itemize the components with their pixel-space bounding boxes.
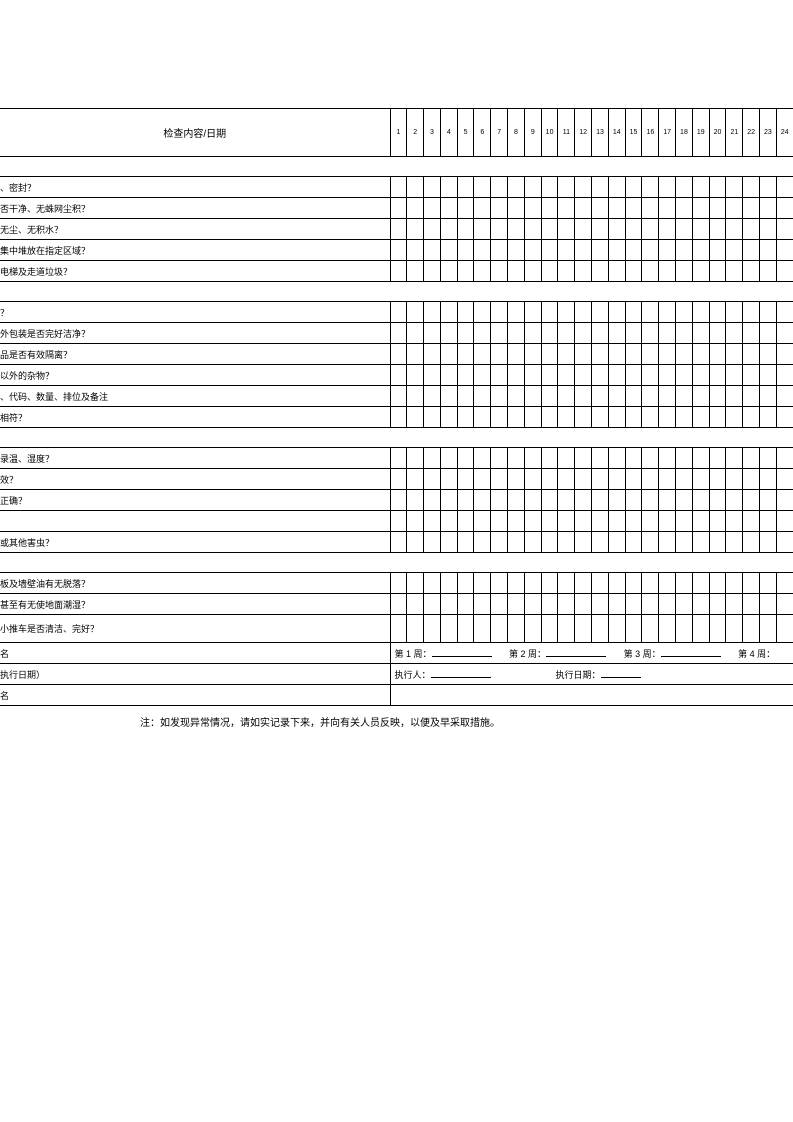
table-row: 效？ [0, 469, 793, 490]
signature-weeks: 第 1 周： 第 2 周： 第 3 周： 第 4 周： [390, 643, 793, 664]
table-row [0, 511, 793, 532]
item-label: 甚至有无使地面潮湿？ [0, 594, 390, 615]
executor-cell: 执行人： 执行日期： [390, 664, 793, 685]
item-label: 以外的杂物？ [0, 365, 390, 386]
item-label [0, 511, 390, 532]
item-label: 、密封？ [0, 177, 390, 198]
day-header: 17 [659, 109, 676, 157]
day-header: 24 [776, 109, 793, 157]
table-row: 否干净、无蛛网尘积？ [0, 198, 793, 219]
day-header: 12 [575, 109, 592, 157]
week-2-label: 第 2 周： [509, 649, 546, 659]
day-header: 8 [508, 109, 525, 157]
day-header: 11 [558, 109, 575, 157]
table-row: ？ [0, 302, 793, 323]
item-label: 否干净、无蛛网尘积？ [0, 198, 390, 219]
signature-label: 执行日期） [0, 664, 390, 685]
day-header: 2 [407, 109, 424, 157]
signature-label: 名 [0, 685, 390, 706]
table-row: 外包装是否完好洁净？ [0, 323, 793, 344]
table-row: 板及墙壁油有无脱落？ [0, 573, 793, 594]
section-gap [0, 553, 793, 573]
day-header: 3 [424, 109, 441, 157]
day-header: 14 [608, 109, 625, 157]
day-header: 13 [592, 109, 609, 157]
day-header: 1 [390, 109, 407, 157]
empty-signature [390, 685, 793, 706]
table-row: 品是否有效隔离？ [0, 344, 793, 365]
section-gap [0, 282, 793, 302]
item-label: 录温、湿度？ [0, 448, 390, 469]
signature-row-3: 名 [0, 685, 793, 706]
section-gap [0, 428, 793, 448]
signature-label: 名 [0, 643, 390, 664]
day-header: 18 [676, 109, 693, 157]
table-row: 小推车是否清洁、完好？ [0, 615, 793, 643]
signature-row-2: 执行日期） 执行人： 执行日期： [0, 664, 793, 685]
day-header: 5 [457, 109, 474, 157]
table-row: 或其他害虫？ [0, 532, 793, 553]
day-header: 7 [491, 109, 508, 157]
inspection-table: 检查内容/日期 1 2 3 4 5 6 7 8 9 10 11 12 13 14… [0, 108, 793, 706]
day-header: 6 [474, 109, 491, 157]
day-header: 9 [524, 109, 541, 157]
item-label: 电梯及走道垃圾？ [0, 261, 390, 282]
week-3-label: 第 3 周： [624, 649, 661, 659]
item-label: 、代码、数量、排位及备注 [0, 386, 390, 407]
item-label: 集中堆放在指定区域？ [0, 240, 390, 261]
item-label: 品是否有效隔离？ [0, 344, 390, 365]
execute-date-label: 执行日期： [556, 670, 601, 680]
table-row: 正确？ [0, 490, 793, 511]
table-row: 、密封？ [0, 177, 793, 198]
week-1-label: 第 1 周： [395, 649, 432, 659]
table-row: 集中堆放在指定区域？ [0, 240, 793, 261]
day-header: 20 [709, 109, 726, 157]
table-row: 录温、湿度？ [0, 448, 793, 469]
table-row: 无尘、无积水？ [0, 219, 793, 240]
day-header: 21 [726, 109, 743, 157]
header-label: 检查内容/日期 [0, 109, 390, 157]
item-label: 或其他害虫？ [0, 532, 390, 553]
item-label: 相符？ [0, 407, 390, 428]
header-row: 检查内容/日期 1 2 3 4 5 6 7 8 9 10 11 12 13 14… [0, 109, 793, 157]
day-header: 16 [642, 109, 659, 157]
table-row: 相符？ [0, 407, 793, 428]
item-label: ？ [0, 302, 390, 323]
item-label: 正确？ [0, 490, 390, 511]
day-header: 15 [625, 109, 642, 157]
section-gap [0, 157, 793, 177]
day-header: 4 [440, 109, 457, 157]
item-label: 无尘、无积水？ [0, 219, 390, 240]
signature-row-1: 名 第 1 周： 第 2 周： 第 3 周： 第 4 周： [0, 643, 793, 664]
item-label: 板及墙壁油有无脱落？ [0, 573, 390, 594]
day-header: 10 [541, 109, 558, 157]
week-4-label: 第 4 周： [738, 649, 775, 659]
item-label: 外包装是否完好洁净？ [0, 323, 390, 344]
table-row: 、代码、数量、排位及备注 [0, 386, 793, 407]
table-row: 甚至有无使地面潮湿？ [0, 594, 793, 615]
executor-label: 执行人： [395, 670, 431, 680]
day-header: 22 [743, 109, 760, 157]
table-row: 以外的杂物？ [0, 365, 793, 386]
table-row: 电梯及走道垃圾？ [0, 261, 793, 282]
day-header: 23 [760, 109, 777, 157]
item-label: 效？ [0, 469, 390, 490]
item-label: 小推车是否清洁、完好？ [0, 615, 390, 643]
day-header: 19 [692, 109, 709, 157]
footnote: 注：如发现异常情况，请如实记录下来，并向有关人员反映，以便及早采取措施。 [0, 706, 793, 729]
